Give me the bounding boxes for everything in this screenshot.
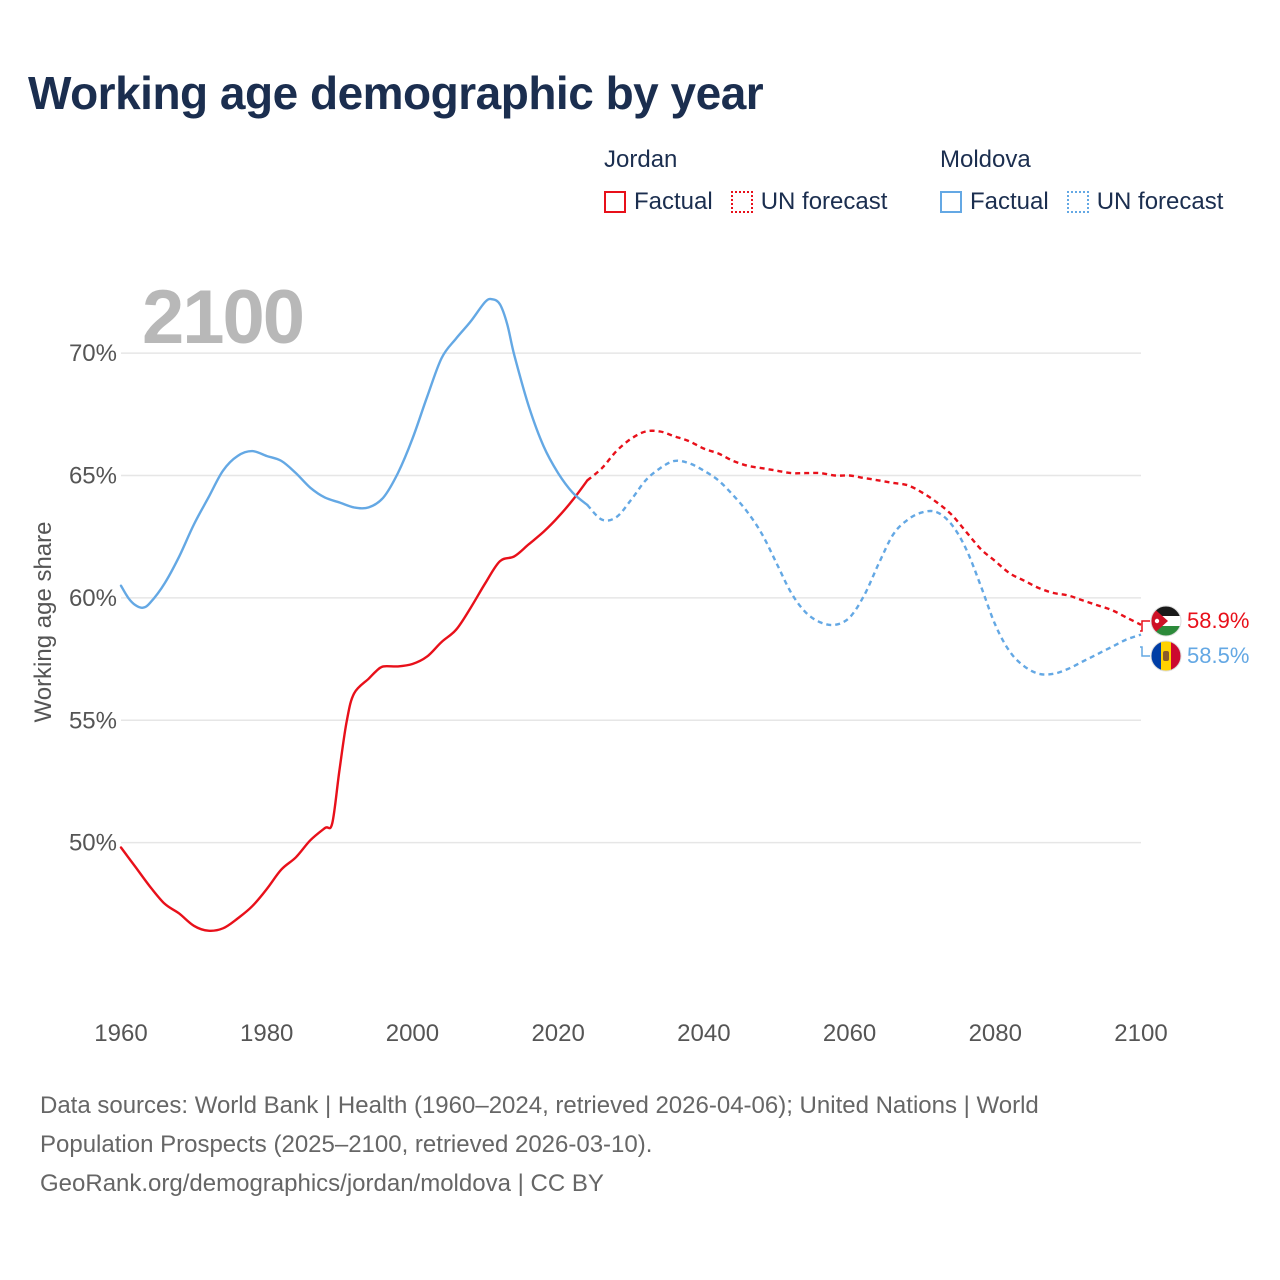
legend-swatch-jordan-factual [604,191,626,213]
x-tick-label: 2060 [823,1020,876,1047]
x-tick-label: 1980 [240,1020,293,1047]
y-tick-label: 70% [69,340,117,367]
x-tick-label: 2020 [531,1020,584,1047]
legend-country-moldova: Moldova [940,146,1031,173]
year-watermark: 2100 [142,275,303,360]
x-tick-label: 2000 [386,1020,439,1047]
y-tick-label: 50% [69,830,117,857]
y-tick-label: 65% [69,463,117,490]
footer-line-1: Data sources: World Bank | Health (1960–… [40,1092,1039,1119]
footer-line-2: Population Prospects (2025–2100, retriev… [40,1131,653,1158]
footer-sources: Data sources: World Bank | Health (1960–… [40,1086,1220,1203]
x-tick-label: 2040 [677,1020,730,1047]
legend-swatch-moldova-forecast [1066,191,1089,213]
moldova-flag-icon [1150,640,1182,672]
line-chart: 50% 55% 60% 65% 70% 1960 1980 2000 2020 2040 2060… [30,275,1249,1047]
legend-label-jordan-forecast: UN forecast [760,188,888,215]
legend-moldova-forecast[interactable]: UN forecast [1066,188,1224,216]
jordan-forecast-line[interactable] [586,429,1142,626]
x-axis-ticks: 1960 1980 2000 2020 2040 2060 2080 2100 [94,1020,1167,1047]
jordan-end-connector [1140,620,1150,632]
legend-jordan-factual[interactable]: Factual [604,188,713,216]
legend-country-jordan: Jordan [604,146,678,173]
legend-swatch-moldova-factual [940,191,962,213]
grid-lines [121,352,1141,844]
moldova-factual-line[interactable] [119,297,589,609]
y-axis-ticks: 50% 55% 60% 65% 70% [69,340,117,856]
legend-group-jordan: Jordan Factual UN forecast [604,146,905,216]
chart-title: Working age demographic by year [28,67,764,119]
jordan-end-value: 58.9% [1187,608,1249,633]
x-tick-label: 2080 [969,1020,1022,1047]
end-markers: 58.9% 58.5% [1140,605,1249,672]
legend-label-moldova-factual: Factual [970,188,1049,215]
x-tick-label: 2100 [1114,1020,1167,1047]
legend-label-jordan-factual: Factual [634,188,713,215]
legend-swatch-jordan-forecast [730,191,753,213]
jordan-flag-icon [1150,605,1182,637]
legend-label-moldova-forecast: UN forecast [1096,188,1224,215]
footer-line-3[interactable]: GeoRank.org/demographics/jordan/moldova … [40,1170,604,1197]
y-axis-label: Working age share [30,522,57,723]
moldova-forecast-line[interactable] [586,459,1142,676]
moldova-end-connector [1140,646,1150,657]
jordan-factual-line[interactable] [119,479,589,932]
legend-jordan-forecast[interactable]: UN forecast [730,188,888,216]
legend-group-moldova: Moldova Factual UN forecast [940,146,1241,216]
legend-moldova-factual[interactable]: Factual [940,188,1049,216]
x-tick-label: 1960 [94,1020,147,1047]
series-lines [119,297,1142,932]
y-tick-label: 55% [69,707,117,734]
y-tick-label: 60% [69,585,117,612]
moldova-end-value: 58.5% [1187,643,1249,668]
